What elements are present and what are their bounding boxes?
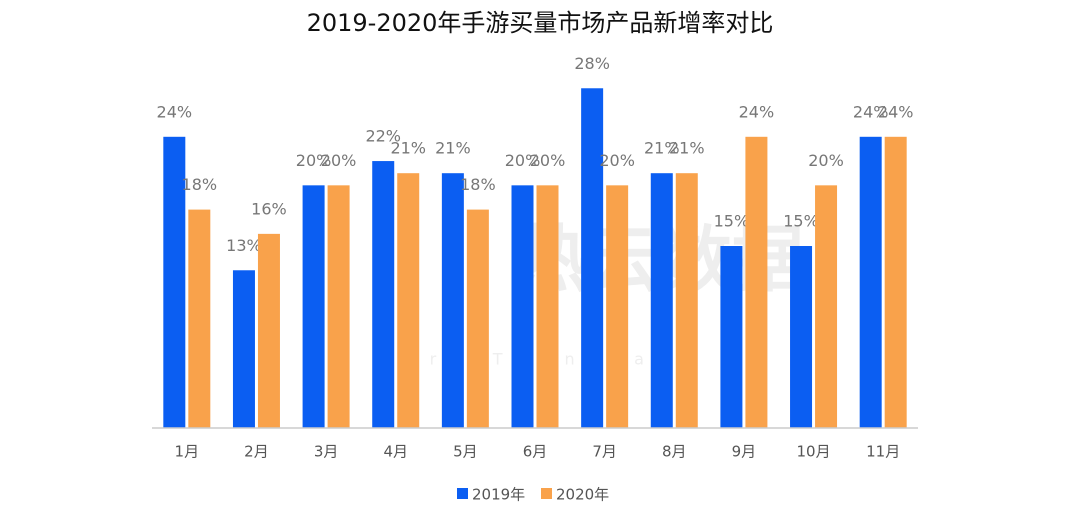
bar: [859, 136, 882, 429]
data-label: 24%: [739, 102, 775, 121]
bar: [815, 185, 838, 428]
bar: [163, 136, 186, 429]
bar: [466, 209, 489, 428]
data-label: 13%: [226, 236, 262, 255]
data-label: 22%: [365, 127, 401, 146]
bar: [257, 233, 280, 428]
data-label: 20%: [296, 151, 332, 170]
bar: [397, 173, 420, 428]
x-tick-label: 6月: [523, 443, 548, 461]
bar: [650, 173, 673, 428]
bar: [327, 185, 350, 428]
x-tick-label: 1月: [175, 443, 200, 461]
data-label: 18%: [182, 175, 218, 194]
bar: [720, 246, 743, 428]
x-tick-label: 4月: [383, 443, 408, 461]
legend-swatch: [457, 488, 468, 499]
x-tick-label: 8月: [662, 443, 687, 461]
bar: [511, 185, 534, 428]
data-label: 16%: [251, 199, 287, 218]
data-label: 20%: [530, 151, 566, 170]
bar: [581, 88, 604, 429]
bar: [188, 209, 211, 428]
legend-label: 2020年: [556, 486, 609, 504]
x-tick-label: 9月: [732, 443, 757, 461]
bar: [372, 161, 395, 429]
data-label: 20%: [505, 151, 541, 170]
data-label: 21%: [669, 139, 705, 158]
bar: [536, 185, 559, 428]
data-label: 15%: [714, 212, 750, 231]
data-label: 21%: [390, 139, 426, 158]
x-tick-label: 11月: [866, 443, 900, 461]
data-label: 24%: [157, 102, 193, 121]
data-label: 15%: [783, 212, 819, 231]
data-label: 20%: [599, 151, 635, 170]
bar: [302, 185, 325, 428]
data-label: 24%: [878, 102, 914, 121]
bar: [675, 173, 698, 428]
x-tick-label: 5月: [453, 443, 478, 461]
x-tick-label: 10月: [796, 443, 830, 461]
data-label: 18%: [460, 175, 496, 194]
legend-swatch: [541, 488, 552, 499]
data-label: 20%: [808, 151, 844, 170]
x-tick-label: 3月: [314, 443, 339, 461]
data-label: 21%: [644, 139, 680, 158]
bar: [884, 136, 907, 429]
data-label: 21%: [435, 139, 471, 158]
bar: [606, 185, 629, 428]
data-label: 28%: [574, 54, 610, 73]
x-tick-label: 7月: [592, 443, 617, 461]
bar: [441, 173, 464, 428]
chart-title: 2019-2020年手游买量市场产品新增率对比: [307, 9, 774, 37]
bar: [790, 246, 813, 428]
data-label: 20%: [321, 151, 357, 170]
x-tick-label: 2月: [244, 443, 269, 461]
bar: [745, 136, 768, 429]
bar: [232, 270, 255, 428]
legend-label: 2019年: [472, 486, 525, 504]
data-label: 24%: [853, 102, 889, 121]
